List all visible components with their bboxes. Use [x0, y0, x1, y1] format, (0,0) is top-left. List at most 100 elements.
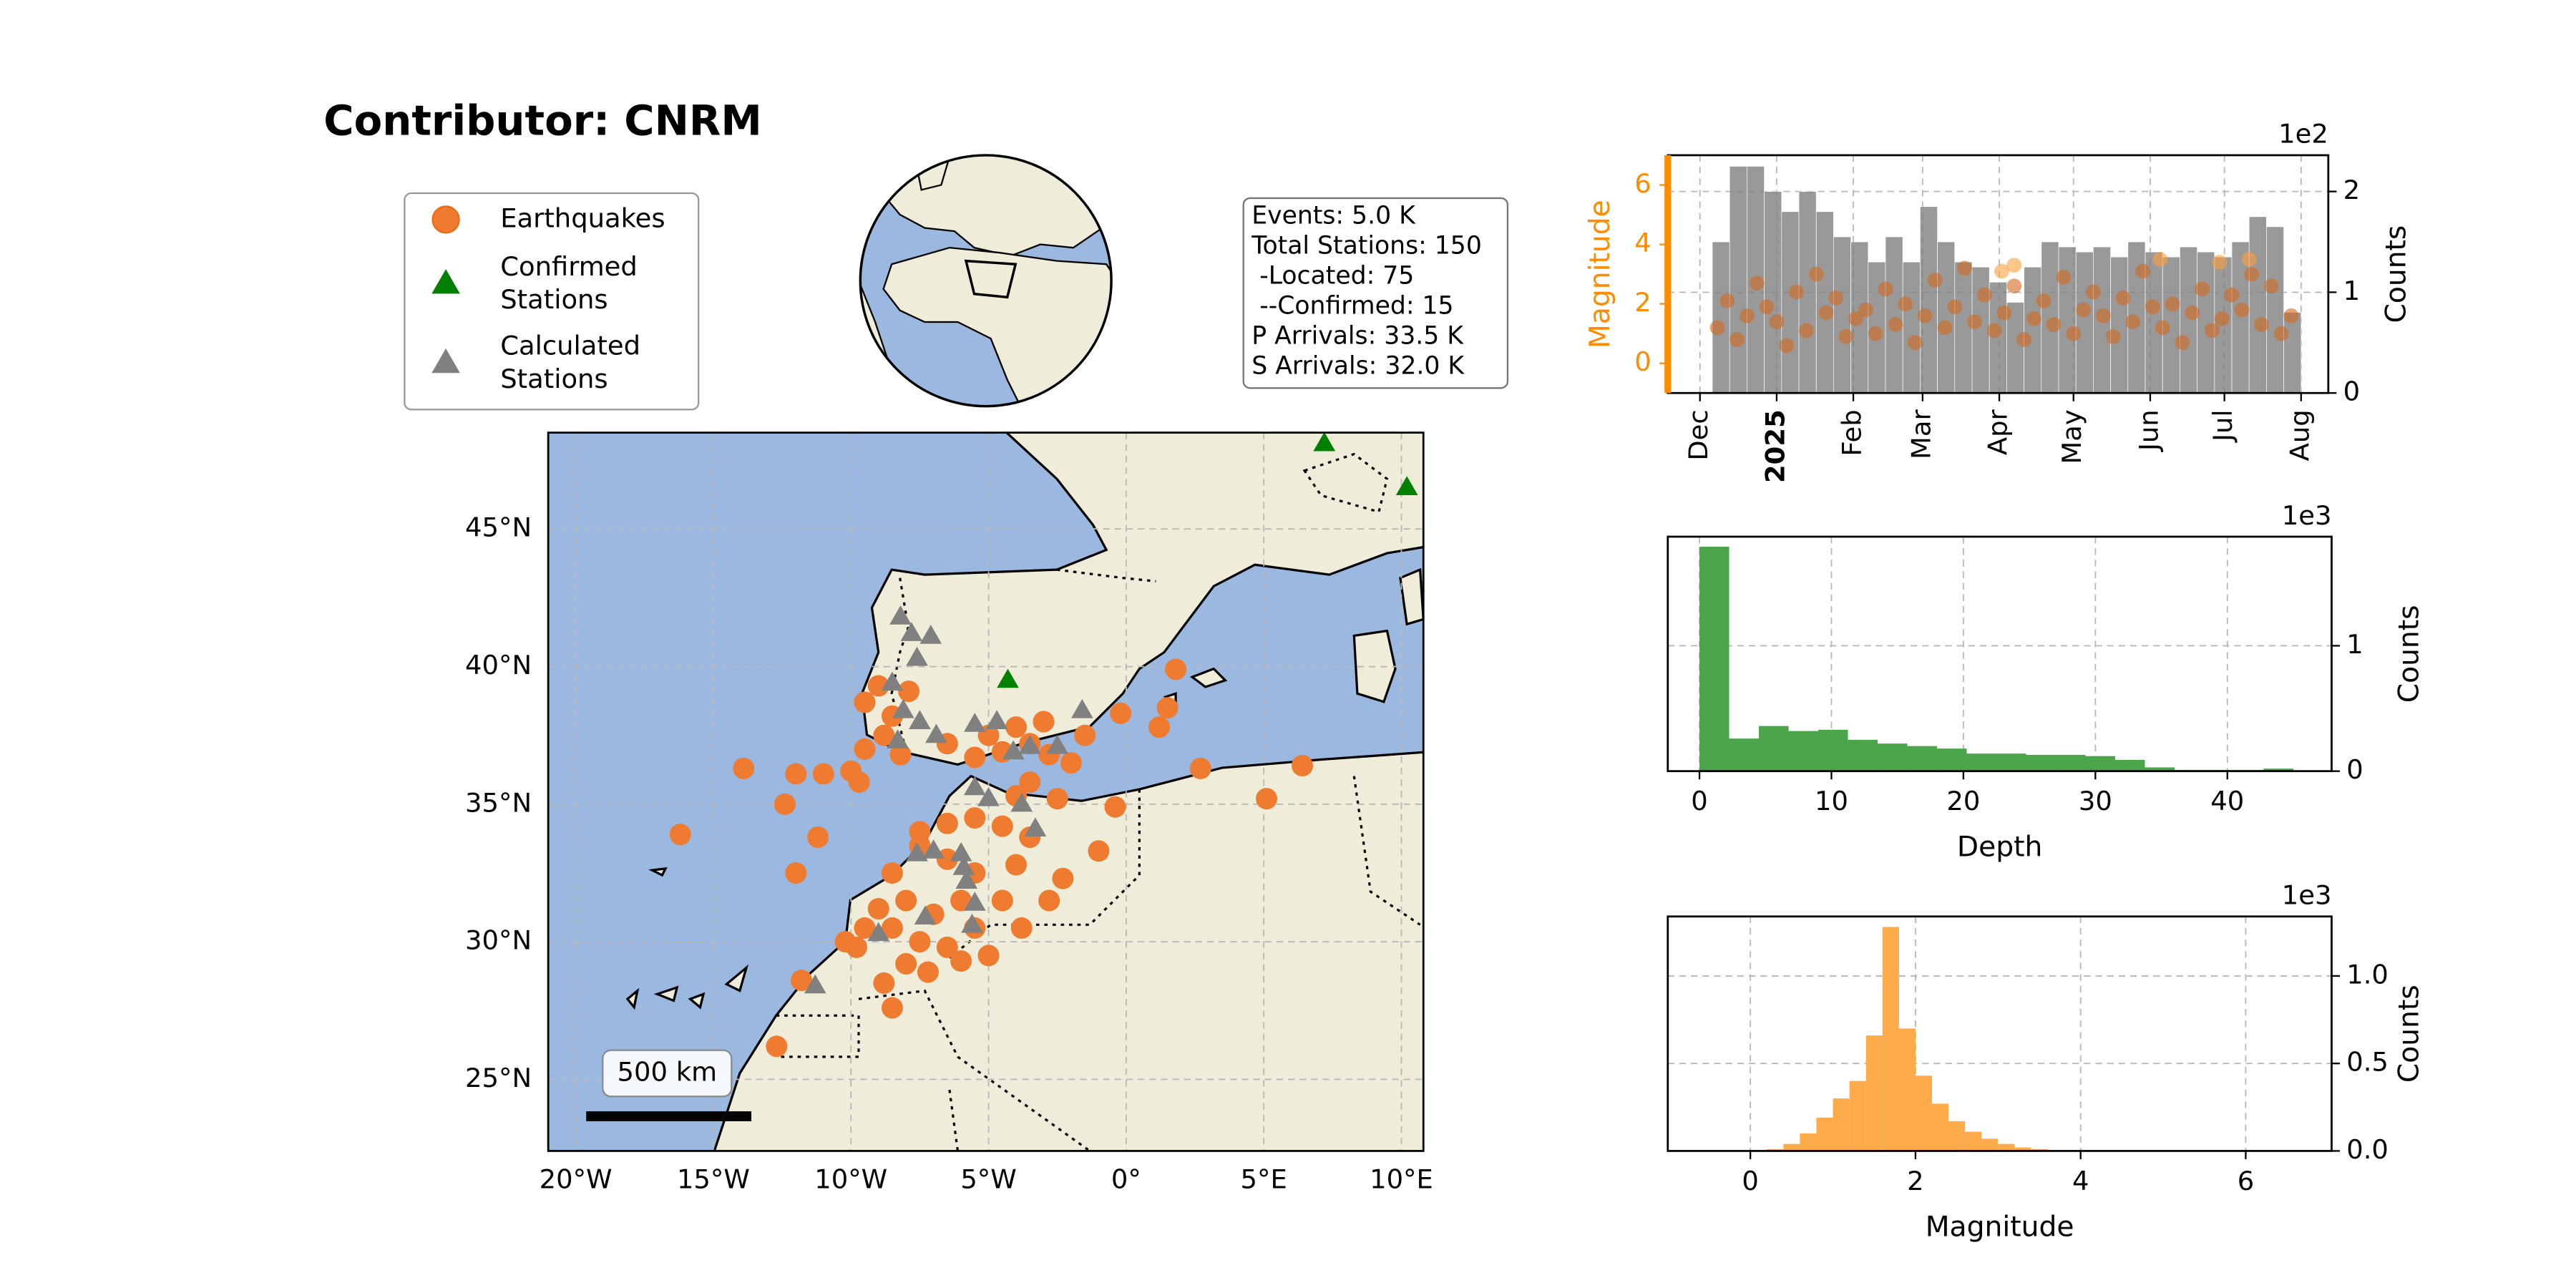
x-tick-label: 0° [1111, 1164, 1141, 1195]
magnitude-point [2056, 269, 2072, 285]
y2-label: Counts [2380, 225, 2412, 323]
magnitude-point [2026, 311, 2041, 326]
magnitude-point [1828, 290, 1844, 306]
hist-bar [1865, 1035, 1883, 1151]
earthquake [950, 889, 972, 912]
station [1070, 698, 1093, 718]
station [925, 723, 947, 743]
magnitude-point [1868, 326, 1883, 341]
x-tick-label: 4 [2072, 1166, 2089, 1196]
hist-bar [1981, 1138, 1999, 1151]
magnitude-point [2263, 278, 2279, 294]
stats-line: S Arrivals: 32.0 K [1252, 351, 1465, 380]
x-tick-label: 10°E [1370, 1164, 1433, 1195]
x-label: Depth [1957, 831, 2042, 864]
count-bar [1885, 236, 1903, 394]
magnitude-point [1709, 320, 1725, 336]
count-bar [2248, 216, 2267, 394]
scale-label: 500 km [618, 1057, 718, 1088]
magnitude-point [1976, 287, 1992, 303]
station [914, 905, 937, 925]
magnitude-point [1769, 314, 1785, 329]
count-bar [2058, 246, 2077, 394]
earthquake [950, 950, 972, 972]
earthquake [917, 961, 939, 983]
magnitude-point [1818, 305, 1834, 321]
count-bar [1920, 206, 1938, 394]
magnitude-point [2175, 335, 2190, 350]
count-bar [2266, 226, 2284, 394]
magnitude-point [2185, 305, 2200, 321]
earthquake [669, 824, 691, 846]
axes: 20°W 15°W 10°W 5°W 0° 5°E 10°E 25°N 30°N 35°N 40°N… [465, 119, 2426, 1244]
x-tick-label: 10°W [814, 1164, 887, 1195]
magnitude-point [2006, 278, 2022, 294]
y-label: Magnitude [1584, 200, 1616, 348]
magnitude-point [2244, 266, 2260, 282]
magnitude-point [2066, 326, 2082, 341]
stats-line: Events: 5.0 K [1252, 201, 1416, 230]
x-tick-label: 2 [1907, 1166, 1923, 1196]
count-bar [1954, 261, 1973, 394]
earthquake [1148, 716, 1170, 738]
earthquake [785, 862, 807, 884]
earthquake [854, 738, 876, 760]
y-tick-label: 35°N [465, 787, 532, 818]
legend-marker [431, 348, 460, 374]
earthquake [977, 945, 1000, 967]
station [804, 974, 826, 994]
hist-bar [1948, 1121, 1966, 1151]
magnitude-point [2115, 290, 2131, 306]
magnitude-point [2145, 299, 2160, 315]
count-bar [2231, 241, 2250, 394]
magnitude-point [2095, 308, 2111, 323]
magnitude-point [2076, 302, 2091, 318]
magnitude-point [1947, 299, 1963, 315]
y-offset: 1e3 [2282, 880, 2332, 911]
earthquake [1074, 724, 1096, 746]
magnitude-point [2006, 258, 2022, 273]
hist-bar [1996, 753, 2026, 771]
magnitude-point [1779, 338, 1795, 353]
magnitude-point [1808, 266, 1824, 282]
hist-bar [1915, 1075, 1932, 1151]
x-tick-label: Aug [2284, 409, 2315, 461]
station [892, 698, 914, 718]
magnitude-point [1838, 328, 1854, 344]
magnitude-point [2224, 287, 2240, 303]
earthquake [1052, 867, 1074, 889]
axes-frame [1667, 535, 2333, 773]
earthquake [1189, 757, 1211, 779]
count-bar [1729, 166, 1747, 394]
station [1395, 476, 1418, 496]
station [1010, 792, 1033, 812]
hist-bar [1965, 1131, 1982, 1151]
hist-bar [2055, 754, 2086, 771]
y-tick-label: 2 [1634, 287, 1651, 318]
magnitude-point [1749, 275, 1765, 291]
earthquake [807, 826, 829, 848]
magnitude-point [2212, 255, 2228, 270]
magnitude-point [2125, 314, 2141, 329]
station [955, 869, 978, 889]
hist-bar [1800, 1133, 1817, 1151]
hist-bar [1816, 1117, 1833, 1151]
magnitude-point [1996, 305, 2012, 321]
hist-bar [2085, 756, 2115, 771]
stats-box [1242, 197, 1509, 389]
earthquake [848, 771, 870, 794]
magnitude-point [2204, 323, 2220, 338]
x-tick-label: 10 [1815, 786, 1848, 816]
earthquake [766, 1035, 788, 1058]
station [919, 625, 942, 644]
magnitude-point [2086, 284, 2101, 300]
earthquake [881, 862, 903, 884]
earthquake [1005, 716, 1027, 738]
magnitude-point [2155, 320, 2170, 336]
station [963, 892, 986, 911]
hist-bar [1882, 927, 1899, 1151]
station [1002, 740, 1025, 760]
y-tick-label: 1 [2346, 629, 2363, 660]
